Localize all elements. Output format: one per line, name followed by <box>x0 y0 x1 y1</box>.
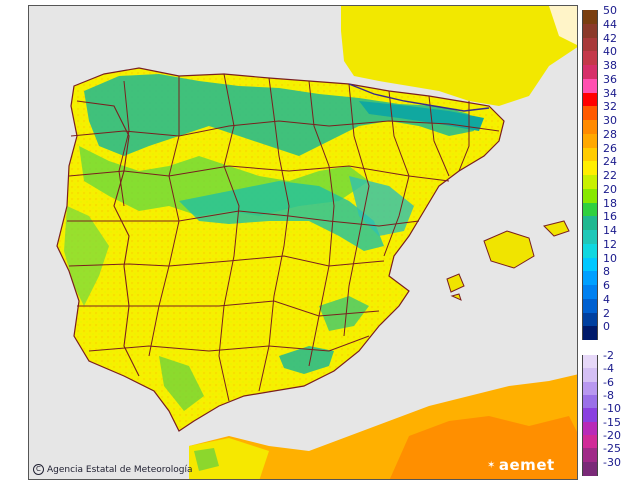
aemet-logo: ✶ aemet <box>487 456 555 474</box>
north-africa-west <box>189 438 269 479</box>
north-africa-hot <box>389 416 577 479</box>
legend-label-6: 6 <box>603 279 610 292</box>
legend-swatch-18 <box>582 202 598 217</box>
legend-label-32: 32 <box>603 100 617 114</box>
legend-label--4: -4 <box>603 362 614 376</box>
north-cool-zone <box>84 74 474 156</box>
ibiza-island <box>446 273 465 293</box>
legend-swatch--6 <box>582 381 598 396</box>
legend-label--6: -6 <box>603 375 614 389</box>
legend-label--20: -20 <box>603 429 621 442</box>
color-legend: 50 44 42 40 38 36 34 32 30 28 26 24 22 20 18 16 14 12 10 8 6… <box>582 5 630 485</box>
sierra-nevada-cool <box>279 346 334 374</box>
legend-swatch-28 <box>582 133 598 148</box>
legend-label-20: 20 <box>603 182 617 196</box>
legend-label-44: 44 <box>603 17 617 31</box>
legend-label-8: 8 <box>603 265 610 279</box>
legend-swatch-8 <box>582 271 598 286</box>
legend-label--10: -10 <box>603 402 621 416</box>
mallorca-island <box>483 230 535 269</box>
pyrenees-cool <box>359 101 484 131</box>
legend-label-22: 22 <box>603 169 617 182</box>
legend-swatch-42 <box>582 37 598 52</box>
legend-label-14: 14 <box>603 224 617 237</box>
legend-label-2: 2 <box>603 306 610 320</box>
legend-swatch-50 <box>582 10 598 24</box>
iberia-texture <box>57 68 504 431</box>
legend-label-40: 40 <box>603 45 617 59</box>
legend-swatch-4 <box>582 298 598 313</box>
france-landmass <box>341 6 577 106</box>
legend-label-34: 34 <box>603 86 617 100</box>
legend-label-0: 0 <box>603 320 610 334</box>
legend-swatch-22 <box>582 175 598 189</box>
map-canvas <box>29 6 577 479</box>
legend-label-4: 4 <box>603 292 610 306</box>
legend-label--2: -2 <box>603 349 614 362</box>
pyrenees-border <box>348 83 490 112</box>
legend-label-26: 26 <box>603 141 617 155</box>
credit-text: C Agencia Estatal de Meteorología <box>33 464 193 475</box>
legend-swatch-32 <box>582 106 598 121</box>
legend-label-24: 24 <box>603 155 617 169</box>
legend-label-18: 18 <box>603 196 617 210</box>
north-africa-green <box>194 448 219 471</box>
legend-swatch-44 <box>582 23 598 38</box>
legend-label--15: -15 <box>603 415 621 429</box>
legend-swatch-14 <box>582 230 598 244</box>
aemet-logo-icon: ✶ <box>487 460 496 471</box>
legend-label-50: 50 <box>603 4 617 17</box>
legend-swatch-12 <box>582 243 598 258</box>
legend-swatch-40 <box>582 51 598 66</box>
portugal-border <box>76 100 140 377</box>
legend-swatch--10 <box>582 408 598 423</box>
legend-swatch--25 <box>582 448 598 463</box>
legend-label-38: 38 <box>603 59 617 72</box>
legend-label-42: 42 <box>603 31 617 45</box>
legend-label-10: 10 <box>603 251 617 265</box>
legend-swatch-36 <box>582 78 598 93</box>
legend-swatch-38 <box>582 65 598 79</box>
credit-label: Agencia Estatal de Meteorología <box>47 465 193 475</box>
legend-swatch-26 <box>582 147 598 162</box>
legend-swatch-0 <box>582 326 598 341</box>
brand-label: aemet <box>498 456 555 474</box>
legend-swatch--30 <box>582 461 598 476</box>
legend-label-30: 30 <box>603 114 617 127</box>
legend-swatch-16 <box>582 216 598 231</box>
copyright-icon: C <box>33 464 44 475</box>
legend-swatch--15 <box>582 421 598 436</box>
legend-label-36: 36 <box>603 72 617 86</box>
legend-label--30: -30 <box>603 455 621 469</box>
legend-swatch-2 <box>582 312 598 327</box>
legend-swatch-34 <box>582 92 598 107</box>
legend-swatch-30 <box>582 120 598 134</box>
legend-swatch-24 <box>582 161 598 176</box>
iberian-range-cool <box>349 176 414 236</box>
formentera-island <box>450 293 462 301</box>
legend-swatch--4 <box>582 368 598 383</box>
legend-label-28: 28 <box>603 127 617 141</box>
legend-swatch--20 <box>582 435 598 449</box>
legend-label-12: 12 <box>603 237 617 251</box>
menorca-island <box>543 220 570 237</box>
legend-swatch--8 <box>582 395 598 409</box>
legend-label-16: 16 <box>603 210 617 224</box>
legend-swatch-20 <box>582 188 598 203</box>
temperature-map <box>28 5 578 480</box>
legend-label--25: -25 <box>603 442 621 456</box>
legend-label--8: -8 <box>603 389 614 402</box>
legend-swatch-6 <box>582 285 598 299</box>
legend-swatch-10 <box>582 257 598 272</box>
france-corner-pale <box>549 6 577 45</box>
west-green-band <box>64 206 109 306</box>
south-west-green <box>159 356 204 411</box>
legend-swatch--2 <box>582 355 598 369</box>
